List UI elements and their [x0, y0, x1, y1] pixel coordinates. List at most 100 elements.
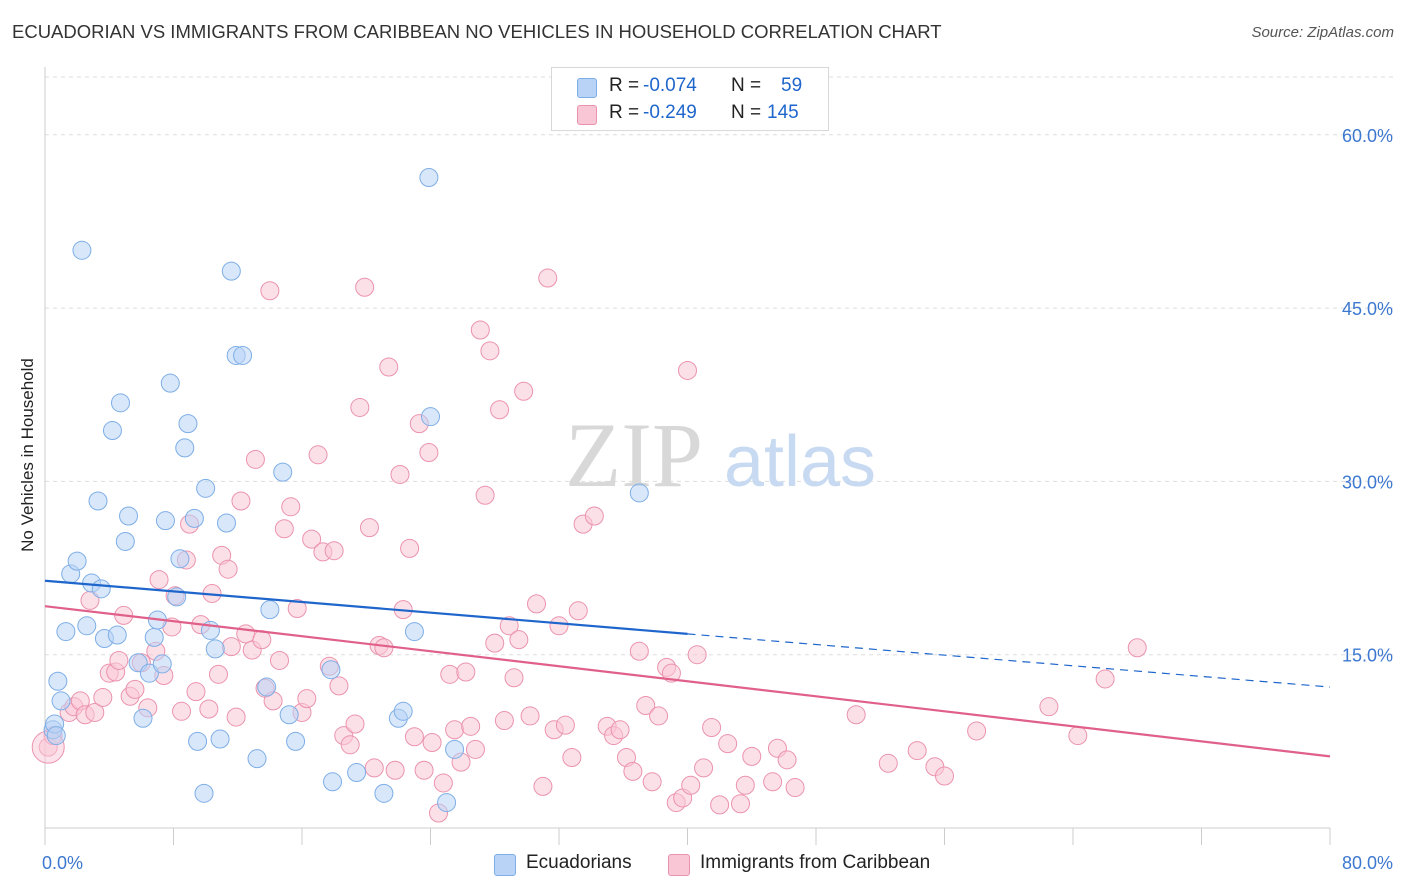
- ecuadorian-point: [210, 729, 230, 749]
- caribbean-point: [149, 570, 169, 590]
- caribbean-point: [1039, 697, 1059, 717]
- caribbean-point: [520, 706, 540, 726]
- ecuadorian-point: [160, 373, 180, 393]
- caribbean-point: [475, 485, 495, 505]
- caribbean-point: [710, 795, 730, 815]
- caribbean-point: [350, 397, 370, 417]
- ecuadorian-point: [629, 483, 649, 503]
- ecuadorian-point: [188, 731, 208, 751]
- caribbean-point: [642, 772, 662, 792]
- caribbean-point: [340, 735, 360, 755]
- bottom-legend-label: Ecuadorians: [526, 852, 632, 873]
- ecuadorian-point: [48, 671, 68, 691]
- caribbean-swatch: [577, 105, 597, 125]
- caribbean-point: [231, 491, 251, 511]
- caribbean-point: [623, 761, 643, 781]
- caribbean-point: [422, 733, 442, 753]
- ecuadorian-point: [110, 393, 130, 413]
- caribbean-point: [345, 714, 365, 734]
- caribbean-point: [226, 707, 246, 727]
- caribbean-point: [355, 277, 375, 297]
- caribbean-point: [359, 518, 379, 538]
- caribbean-point: [252, 630, 272, 650]
- caribbean-point: [329, 676, 349, 696]
- caribbean-point: [1095, 669, 1115, 689]
- caribbean-point: [610, 720, 630, 740]
- caribbean-point: [678, 360, 697, 380]
- caribbean-point: [538, 268, 558, 288]
- ecuadorian-point: [323, 772, 343, 792]
- caribbean-point: [385, 760, 405, 780]
- source-label: Source: ZipAtlas.com: [1251, 24, 1394, 41]
- caribbean-point: [681, 775, 701, 795]
- caribbean-point: [324, 541, 344, 561]
- caribbean-point: [186, 682, 206, 702]
- caribbean-point: [287, 598, 307, 618]
- caribbean-point: [718, 734, 738, 754]
- caribbean-point: [456, 662, 476, 682]
- caribbean-point: [533, 776, 553, 796]
- caribbean-point: [584, 506, 604, 526]
- ecuadorian-point: [374, 783, 394, 803]
- ecuadorian-point: [257, 677, 277, 697]
- caribbean-point: [485, 633, 505, 653]
- caribbean-point: [390, 464, 410, 484]
- caribbean-point: [562, 748, 582, 768]
- ecuadorian-point: [404, 622, 424, 642]
- ecuadorian-point: [152, 654, 172, 674]
- caribbean-point: [125, 679, 145, 699]
- ecuadorian-point: [72, 240, 92, 260]
- caribbean-point: [221, 637, 241, 657]
- ecuadorians-swatch: [577, 78, 597, 98]
- caribbean-point: [245, 449, 265, 469]
- ecuadorian-point: [196, 478, 216, 498]
- ecuadorian-point: [286, 731, 306, 751]
- caribbean-point: [490, 400, 510, 420]
- ecuadorian-point: [247, 749, 267, 769]
- caribbean-point: [687, 645, 707, 665]
- ecuadorian-point: [144, 627, 164, 647]
- ecuadorian-point: [88, 491, 108, 511]
- caribbean-point: [694, 758, 714, 778]
- caribbean-point: [527, 594, 547, 614]
- ecuadorian-point: [56, 622, 76, 642]
- caribbean-point: [702, 717, 722, 737]
- tick-labels: 15.0% 30.0% 45.0% 60.0% 0.0% 80.0%: [42, 126, 1393, 873]
- caribbean-point: [629, 641, 649, 661]
- ecuadorian-point: [67, 551, 87, 571]
- watermark-atlas: atlas: [724, 422, 876, 502]
- caribbean-point: [568, 601, 588, 621]
- ecuadorian-points: [43, 168, 649, 813]
- caribbean-point: [208, 664, 228, 684]
- caribbean-point: [907, 741, 927, 761]
- caribbean-point: [555, 715, 575, 735]
- caribbean-point: [199, 699, 219, 719]
- ecuadorian-point: [421, 407, 440, 427]
- legend-n-value: 59: [781, 75, 803, 96]
- ecuadorian-point: [107, 625, 127, 645]
- caribbean-point: [374, 638, 394, 658]
- caribbean-point: [308, 445, 328, 465]
- ecuadorian-point: [273, 462, 293, 482]
- caribbean-points: [31, 268, 1147, 823]
- caribbean-point: [172, 701, 192, 721]
- ecuadorian-point: [51, 691, 71, 711]
- caribbean-point: [1127, 638, 1147, 658]
- caribbean-point: [274, 519, 294, 539]
- ecuadorian-point: [178, 414, 198, 434]
- trend-lines: [44, 579, 1331, 758]
- caribbean-point: [649, 706, 669, 726]
- y-tick-label: 45.0%: [1342, 299, 1393, 319]
- ecuadorian-trend-line: [44, 579, 688, 635]
- caribbean-point: [480, 341, 500, 361]
- ecuadorian-point: [233, 345, 253, 365]
- legend-r-label: R =: [609, 102, 640, 123]
- ecuadorians-swatch: [494, 854, 516, 876]
- axes: [44, 67, 1331, 845]
- ecuadorian-point: [221, 261, 241, 281]
- caribbean-point: [846, 705, 866, 725]
- caribbean-point: [85, 702, 105, 722]
- caribbean-point: [465, 739, 485, 759]
- ecuadorian-point: [133, 708, 153, 728]
